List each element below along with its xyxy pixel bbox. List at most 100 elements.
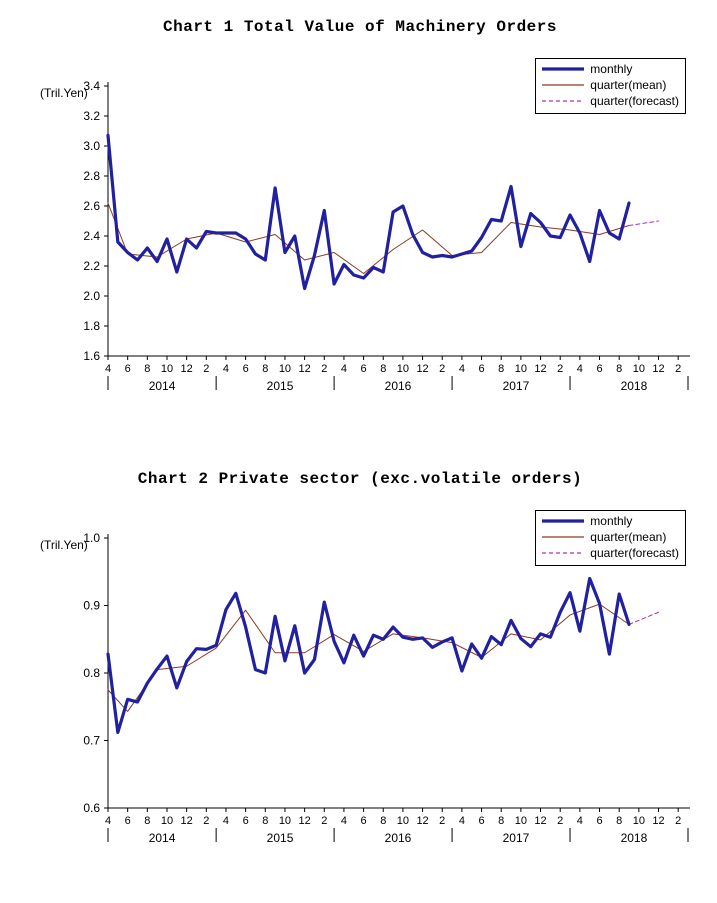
chart-1-unit: (Tril.Yen) [40,86,88,100]
x-tick-label: 4 [341,815,347,827]
x-tick-label: 8 [616,815,622,827]
legend-row: monthly [542,61,679,77]
x-tick-label: 6 [478,363,484,375]
x-tick-label: 8 [262,815,268,827]
x-tick-label: 10 [161,815,173,827]
x-tick-label: 6 [125,363,131,375]
x-tick-label: 12 [534,363,546,375]
x-tick-label: 12 [534,815,546,827]
x-tick-label: 10 [161,363,173,375]
x-tick-label: 6 [125,815,131,827]
y-tick-label: 2.6 [83,199,100,213]
x-tick-label: 12 [298,363,310,375]
x-tick-label: 2 [439,363,445,375]
y-tick-label: 0.9 [83,599,100,613]
x-year-label: 2017 [503,379,530,393]
x-year-label: 2018 [621,379,648,393]
y-tick-label: 2.4 [83,229,100,243]
legend-swatch [542,547,584,559]
x-tick-label: 12 [298,815,310,827]
x-tick-label: 4 [105,363,111,375]
y-tick-label: 1.8 [83,319,100,333]
legend-label: monthly [590,61,632,78]
y-tick-label: 3.2 [83,109,100,123]
x-tick-label: 2 [203,363,209,375]
legend-label: quarter(mean) [590,77,666,94]
x-tick-label: 10 [633,363,645,375]
x-tick-label: 2 [675,363,681,375]
x-tick-label: 6 [243,363,249,375]
x-tick-label: 10 [397,363,409,375]
legend-swatch [542,79,584,91]
x-tick-label: 2 [675,815,681,827]
x-tick-label: 10 [515,815,527,827]
x-tick-label: 4 [459,815,465,827]
x-year-label: 2016 [385,831,412,845]
x-tick-label: 4 [223,815,229,827]
x-year-label: 2018 [621,831,648,845]
legend-row: quarter(forecast) [542,93,679,109]
chart-2-legend: monthlyquarter(mean)quarter(forecast) [535,510,686,566]
legend-row: monthly [542,513,679,529]
x-tick-label: 4 [577,815,583,827]
x-tick-label: 8 [262,363,268,375]
x-tick-label: 10 [633,815,645,827]
x-tick-label: 6 [243,815,249,827]
x-tick-label: 2 [439,815,445,827]
chart-1-quarter-forecast-line [629,221,658,226]
x-year-label: 2015 [267,379,294,393]
legend-label: monthly [590,513,632,530]
chart-1: Chart 1 Total Value of Machinery Orders … [30,18,690,418]
x-tick-label: 10 [397,815,409,827]
y-tick-label: 2.2 [83,259,100,273]
x-tick-label: 10 [515,363,527,375]
legend-row: quarter(mean) [542,529,679,545]
chart-2-quarter-forecast-line [629,612,658,624]
x-year-label: 2015 [267,831,294,845]
x-tick-label: 4 [577,363,583,375]
chart-1-title: Chart 1 Total Value of Machinery Orders [30,18,690,36]
legend-swatch [542,63,584,75]
x-tick-label: 8 [380,363,386,375]
x-tick-label: 6 [596,363,602,375]
page: Chart 1 Total Value of Machinery Orders … [0,0,717,903]
y-tick-label: 2.8 [83,169,100,183]
x-tick-label: 8 [498,363,504,375]
x-year-label: 2014 [149,379,176,393]
x-tick-label: 10 [279,815,291,827]
chart-1-legend: monthlyquarter(mean)quarter(forecast) [535,58,686,114]
legend-label: quarter(forecast) [590,93,679,110]
x-tick-label: 8 [498,815,504,827]
legend-row: quarter(mean) [542,77,679,93]
x-tick-label: 2 [557,363,563,375]
x-tick-label: 2 [557,815,563,827]
x-tick-label: 12 [652,815,664,827]
y-tick-label: 0.7 [83,734,100,748]
x-year-label: 2014 [149,831,176,845]
y-tick-label: 0.8 [83,666,100,680]
legend-swatch [542,531,584,543]
legend-label: quarter(mean) [590,529,666,546]
y-tick-label: 0.6 [83,801,100,815]
x-tick-label: 2 [321,363,327,375]
x-tick-label: 6 [478,815,484,827]
legend-row: quarter(forecast) [542,545,679,561]
legend-swatch [542,95,584,107]
x-tick-label: 12 [181,815,193,827]
x-tick-label: 8 [616,363,622,375]
chart-2: Chart 2 Private sector (exc.volatile ord… [30,470,690,870]
x-tick-label: 2 [321,815,327,827]
x-tick-label: 12 [181,363,193,375]
y-tick-label: 2.0 [83,289,100,303]
x-tick-label: 6 [596,815,602,827]
x-tick-label: 10 [279,363,291,375]
legend-label: quarter(forecast) [590,545,679,562]
x-tick-label: 8 [144,363,150,375]
x-tick-label: 8 [380,815,386,827]
chart-2-title: Chart 2 Private sector (exc.volatile ord… [30,470,690,488]
x-year-label: 2017 [503,831,530,845]
x-tick-label: 6 [361,363,367,375]
x-tick-label: 12 [416,815,428,827]
x-tick-label: 8 [144,815,150,827]
x-year-label: 2016 [385,379,412,393]
